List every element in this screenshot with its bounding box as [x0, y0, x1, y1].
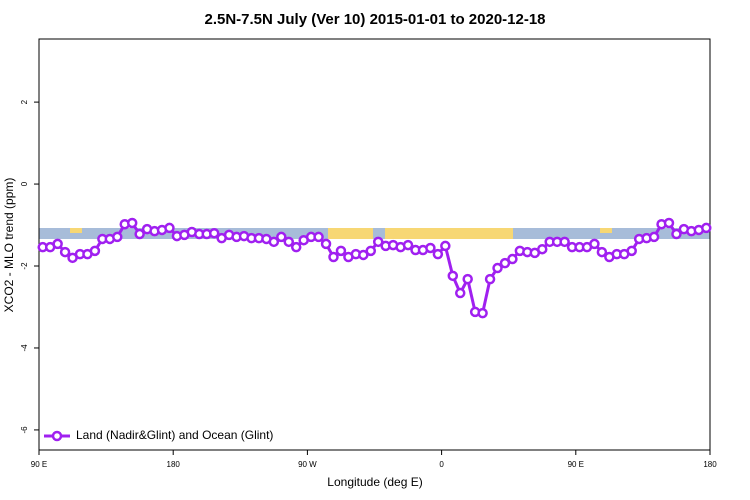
data-point [432, 248, 444, 260]
x-tick-label: 180 [167, 460, 181, 469]
land-patch [328, 228, 373, 239]
data-point [559, 236, 570, 248]
x-axis-label: Longitude (deg E) [327, 475, 422, 489]
data-point [440, 240, 451, 252]
y-tick-label: 2 [20, 99, 29, 104]
data-point [596, 246, 608, 258]
data-point [358, 249, 369, 261]
data-point [477, 307, 488, 319]
x-tick-label: 180 [703, 460, 717, 469]
data-point [283, 236, 295, 248]
x-tick-label: 90 E [31, 460, 47, 469]
data-point [208, 227, 220, 239]
data-point [290, 241, 302, 253]
data-point [537, 243, 548, 255]
data-point [335, 245, 347, 257]
data-point [372, 236, 384, 248]
data-point [589, 238, 600, 250]
data-point [462, 273, 473, 285]
data-point [484, 273, 496, 285]
y-tick-label: -2 [20, 262, 29, 270]
y-tick-label: -6 [20, 426, 29, 434]
data-point [671, 228, 682, 240]
data-point [365, 245, 377, 257]
data-point [328, 251, 339, 263]
data-point [402, 239, 414, 251]
land-patch [70, 228, 82, 233]
y-axis-label: XCO2 - MLO trend (ppm) [2, 178, 16, 313]
data-point [454, 287, 466, 299]
y-tick-label: -4 [20, 344, 29, 352]
data-point [626, 245, 637, 257]
land-patch [600, 228, 612, 233]
data-point [112, 231, 123, 243]
data-point [492, 262, 503, 274]
data-point [313, 231, 324, 243]
data-point [507, 253, 518, 265]
x-tick-label: 90 E [568, 460, 584, 469]
legend: Land (Nadir&Glint) and Ocean (Glint) [44, 428, 273, 442]
land-patch [385, 228, 513, 239]
legend-label: Land (Nadir&Glint) and Ocean (Glint) [76, 428, 273, 442]
x-tick-label: 0 [439, 460, 444, 469]
data-point [447, 270, 459, 282]
data-point [499, 257, 511, 269]
data-point [701, 222, 712, 234]
x-tick-label: 90 W [298, 460, 317, 469]
data-point [268, 236, 280, 248]
data-point [663, 217, 675, 229]
data-point [52, 238, 63, 250]
chart-title: 2.5N-7.5N July (Ver 10) 2015-01-01 to 20… [204, 11, 545, 28]
data-point [134, 228, 145, 240]
ocean-band [39, 228, 710, 239]
y-tick-label: 0 [20, 181, 29, 186]
data-point [164, 222, 175, 234]
data-point [320, 238, 332, 250]
data-point [59, 246, 71, 258]
legend-marker [51, 430, 63, 442]
data-point [126, 217, 138, 229]
data-point [89, 245, 101, 257]
data-point [425, 242, 436, 254]
data-point [276, 231, 287, 243]
data-point [648, 231, 660, 243]
